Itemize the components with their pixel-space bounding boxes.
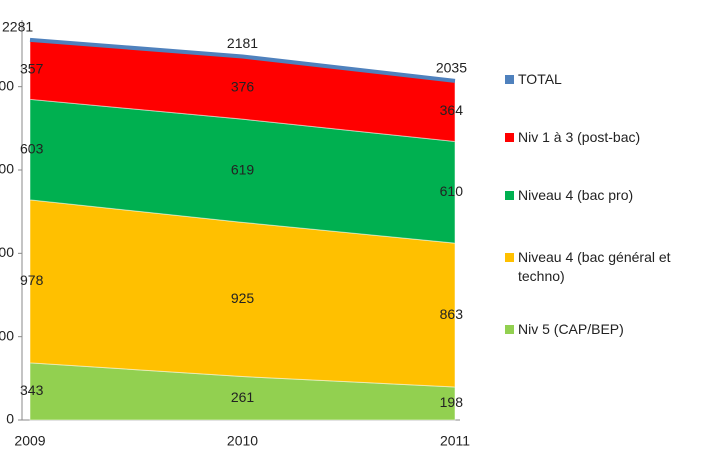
data-label: 2281 <box>2 19 33 35</box>
data-label: 343 <box>20 382 44 398</box>
y-tick-label: 1500 <box>0 161 14 177</box>
x-tick-label: 2010 <box>227 433 258 449</box>
x-tick-label: 2009 <box>14 433 45 449</box>
y-tick-label: 500 <box>0 327 14 343</box>
data-label: 863 <box>440 306 464 322</box>
data-label: 2035 <box>436 60 467 76</box>
legend-label: Niv 5 (CAP/BEP) <box>518 321 624 337</box>
data-label: 603 <box>20 140 44 156</box>
y-tick-label: 2000 <box>0 77 14 93</box>
legend-swatch <box>505 325 514 334</box>
total-line <box>29 37 456 83</box>
data-label: 610 <box>440 183 464 199</box>
y-tick-label: 0 <box>6 411 14 427</box>
legend-item: Niv 1 à 3 (post-bac) <box>505 128 695 147</box>
legend-item: TOTAL <box>505 70 695 89</box>
data-label: 198 <box>440 394 464 410</box>
data-label: 925 <box>231 290 255 306</box>
data-label: 978 <box>20 272 44 288</box>
data-label: 364 <box>440 102 464 118</box>
legend-swatch <box>505 133 514 142</box>
data-label: 2181 <box>227 35 258 51</box>
legend-label: Niv 1 à 3 (post-bac) <box>518 129 641 145</box>
legend-label: Niveau 4 (bac pro) <box>518 187 634 203</box>
legend-swatch <box>505 75 514 84</box>
data-label: 619 <box>231 161 255 177</box>
legend-item: Niveau 4 (bac général et techno) <box>505 248 695 286</box>
legend-item: Niv 5 (CAP/BEP) <box>505 320 695 339</box>
legend-label: TOTAL <box>518 71 562 87</box>
data-label: 376 <box>231 79 255 95</box>
y-tick-label: 1000 <box>0 244 14 260</box>
data-label: 357 <box>20 60 44 76</box>
legend-label: Niveau 4 (bac général et techno) <box>518 249 671 284</box>
x-tick-label: 2011 <box>440 433 470 449</box>
legend-item: Niveau 4 (bac pro) <box>505 186 695 205</box>
legend-swatch <box>505 191 514 200</box>
legend-swatch <box>505 253 514 262</box>
data-label: 261 <box>231 389 255 405</box>
